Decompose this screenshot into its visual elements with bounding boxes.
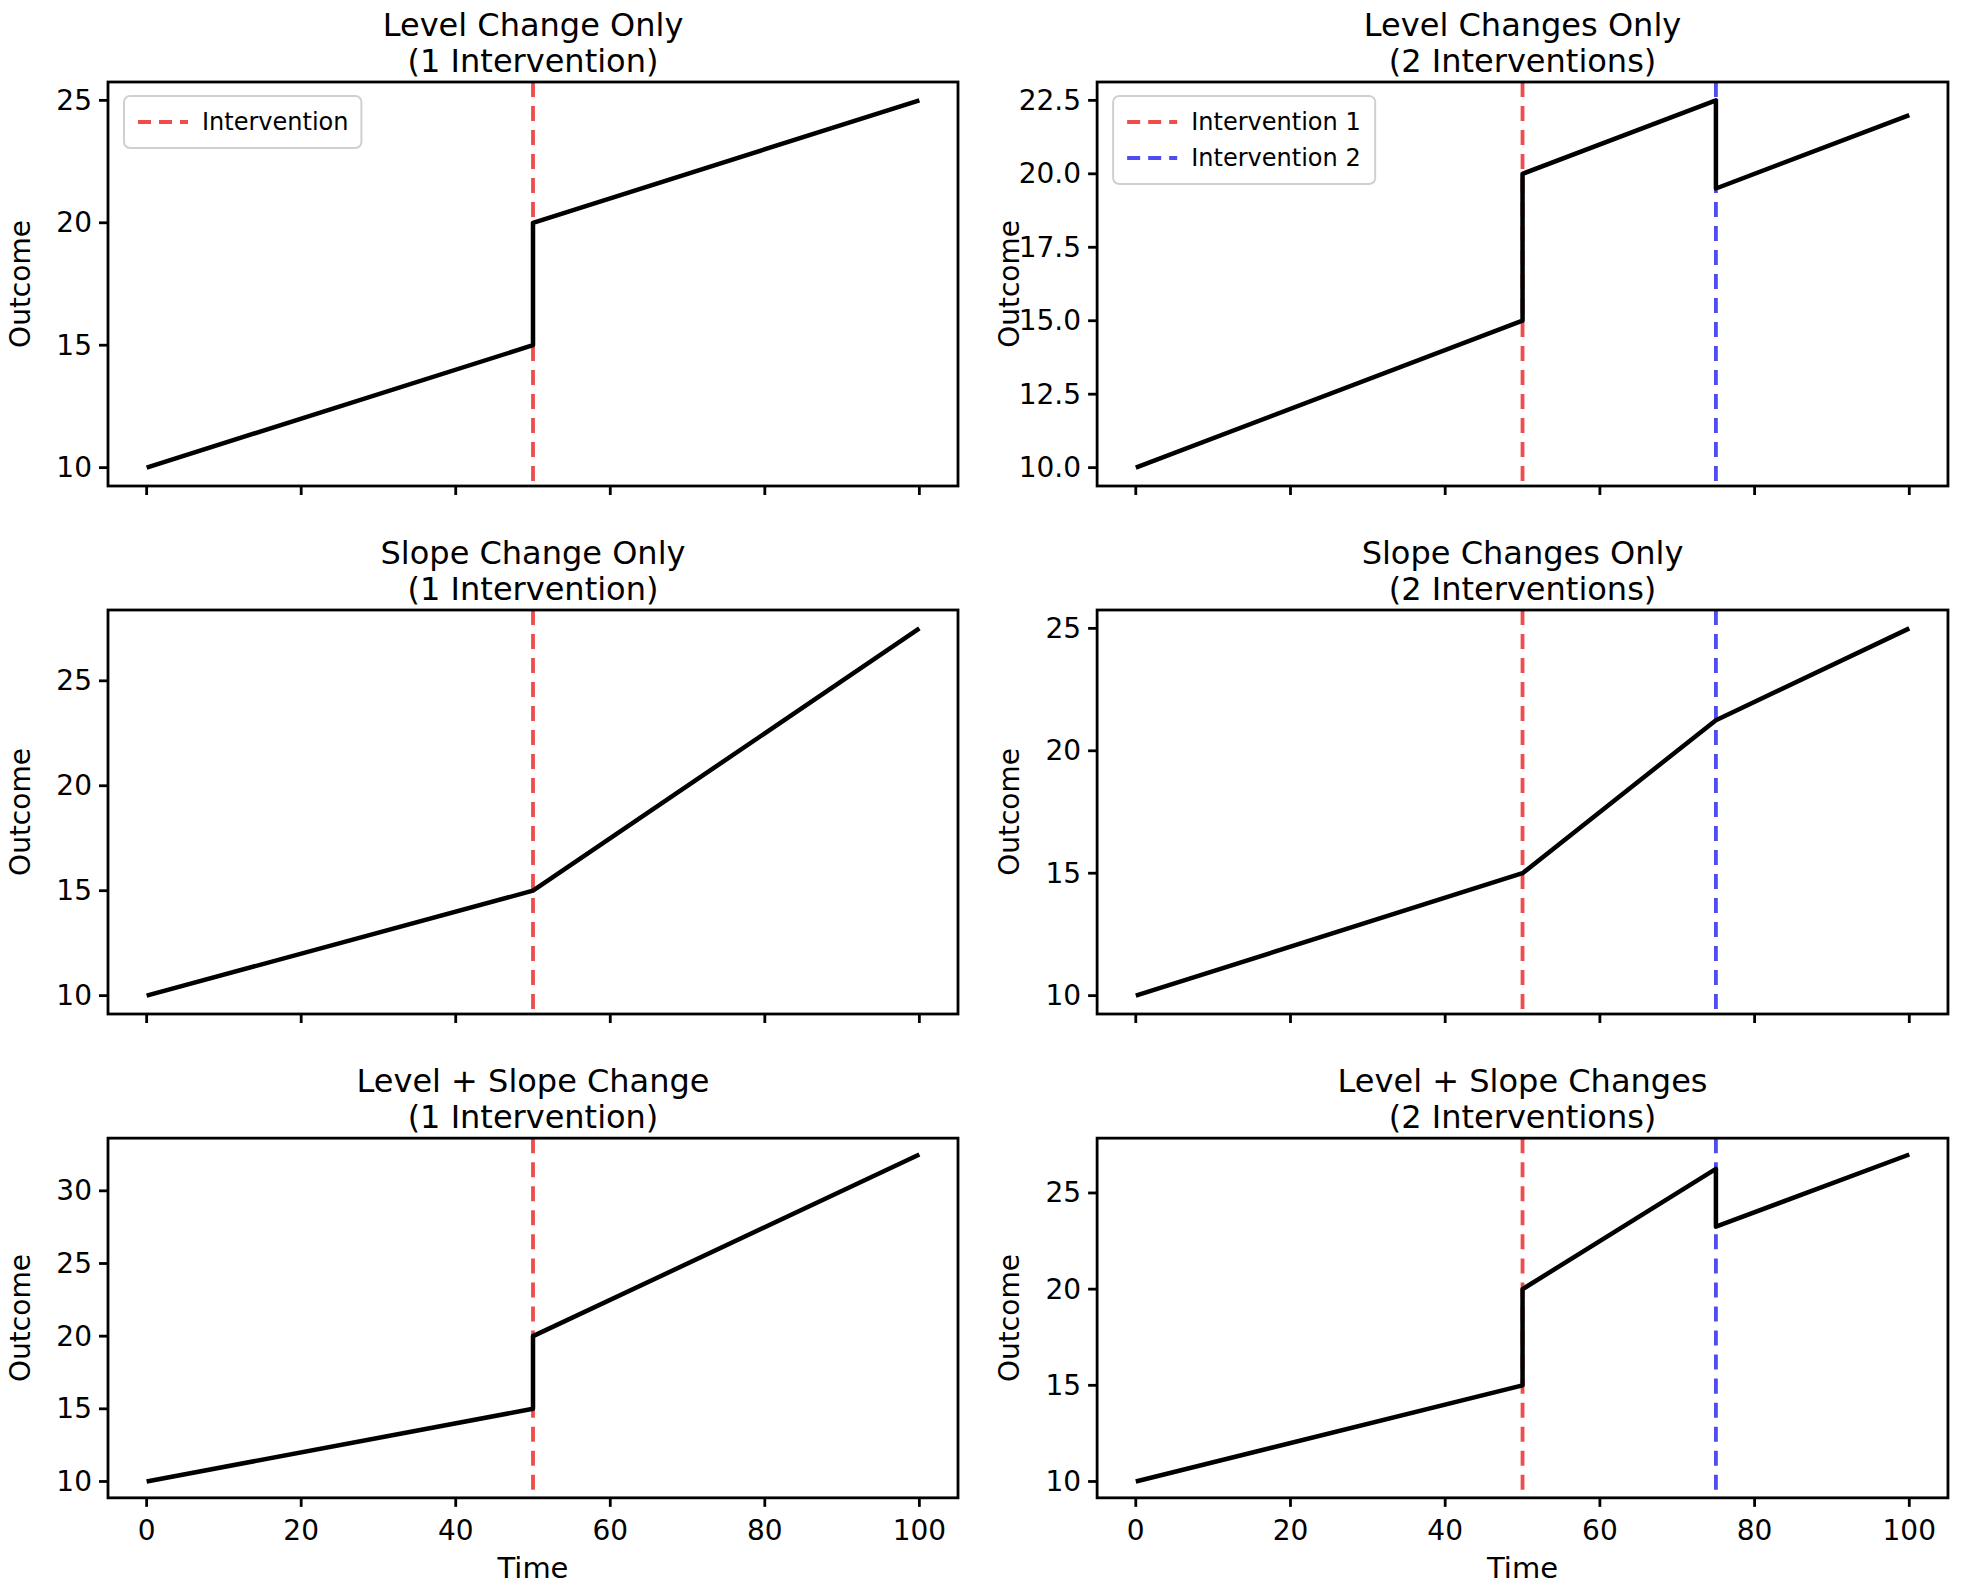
y-tick-label: 30 bbox=[56, 1174, 92, 1207]
legend-label: Intervention 1 bbox=[1191, 108, 1360, 136]
chart-title-line2: (2 Interventions) bbox=[1389, 1098, 1657, 1136]
y-tick-label: 25 bbox=[56, 84, 92, 117]
chart-title-line2: (2 Interventions) bbox=[1389, 42, 1657, 80]
y-tick-label: 25 bbox=[56, 1247, 92, 1280]
chart-svg-level-plus-slope-changes-2-interventions: Level + Slope Changes(2 Interventions) 10… bbox=[989, 1056, 1979, 1585]
chart-title-line2: (1 Intervention) bbox=[408, 42, 659, 80]
y-tick-label: 25 bbox=[56, 664, 92, 697]
y-tick-label: 20.0 bbox=[1019, 157, 1081, 190]
y-axis-label: Outcome bbox=[993, 220, 1026, 348]
y-tick-label: 10 bbox=[56, 979, 92, 1012]
y-tick-label: 25 bbox=[1045, 1176, 1081, 1209]
y-tick-label: 17.5 bbox=[1019, 231, 1081, 264]
chart-title-line1: Level + Slope Change bbox=[357, 1062, 710, 1100]
x-tick-label: 100 bbox=[1883, 1514, 1936, 1547]
chart-title-line1: Slope Changes Only bbox=[1362, 534, 1684, 572]
chart-title-line1: Level Changes Only bbox=[1364, 6, 1681, 44]
y-tick-label: 20 bbox=[56, 769, 92, 802]
subplot-level-slope-changes-2: Level + Slope Changes(2 Interventions) 10… bbox=[989, 1056, 1979, 1585]
y-tick-label: 20 bbox=[1045, 734, 1081, 767]
y-tick-label: 22.5 bbox=[1019, 84, 1081, 117]
chart-svg-slope-changes-2-interventions: Slope Changes Only(2 Interventions) 10 15 2… bbox=[989, 528, 1979, 1056]
y-tick-label: 15.0 bbox=[1019, 304, 1081, 337]
y-tick-label: 12.5 bbox=[1019, 378, 1081, 411]
y-axis-label: Outcome bbox=[4, 1254, 37, 1382]
chart-svg-level-change-1-intervention: Level Change Only(1 Intervention) 10 15 20 2… bbox=[0, 0, 989, 528]
x-tick-label: 20 bbox=[1273, 1514, 1309, 1547]
y-tick-label: 10 bbox=[56, 1465, 92, 1498]
chart-title-line2: (2 Interventions) bbox=[1389, 570, 1657, 608]
x-tick-label: 0 bbox=[138, 1514, 156, 1547]
subplot-slope-change-1: Slope Change Only(1 Intervention) 10 15 20 2… bbox=[0, 528, 989, 1056]
chart-title-line2: (1 Intervention) bbox=[408, 1098, 659, 1136]
y-tick-label: 15 bbox=[56, 1392, 92, 1425]
legend-label: Intervention bbox=[202, 108, 348, 136]
x-tick-label: 20 bbox=[283, 1514, 319, 1547]
x-tick-label: 80 bbox=[747, 1514, 783, 1547]
x-tick-label: 40 bbox=[438, 1514, 474, 1547]
chart-title-line2: (1 Intervention) bbox=[408, 570, 659, 608]
chart-svg-slope-change-1-intervention: Slope Change Only(1 Intervention) 10 15 20 2… bbox=[0, 528, 989, 1056]
chart-svg-level-changes-2-interventions: Level Changes Only(2 Interventions) 10.0 1… bbox=[989, 0, 1979, 528]
y-axis-label: Outcome bbox=[993, 748, 1026, 876]
y-axis-label: Outcome bbox=[4, 220, 37, 348]
figure-interrupted-time-series: Level Change Only(1 Intervention)1015202… bbox=[0, 0, 1979, 1585]
subplot-level-change-1: Level Change Only(1 Intervention) 10 15 20 2… bbox=[0, 0, 989, 528]
chart-title-line1: Level Change Only bbox=[383, 6, 684, 44]
y-tick-label: 10 bbox=[1045, 979, 1081, 1012]
y-tick-label: 15 bbox=[56, 329, 92, 362]
y-tick-label: 25 bbox=[1045, 612, 1081, 645]
y-tick-label: 10 bbox=[56, 451, 92, 484]
x-tick-label: 100 bbox=[893, 1514, 946, 1547]
legend-label: Intervention 2 bbox=[1191, 144, 1360, 172]
y-tick-label: 20 bbox=[56, 1320, 92, 1353]
x-tick-label: 40 bbox=[1427, 1514, 1463, 1547]
chart-svg-level-plus-slope-change-1-intervention: Level + Slope Change(1 Intervention) 10 15… bbox=[0, 1056, 989, 1585]
subplot-level-slope-change-1: Level + Slope Change(1 Intervention) 10 15… bbox=[0, 1056, 989, 1585]
y-axis-label: Outcome bbox=[993, 1254, 1026, 1382]
x-tick-label: 60 bbox=[1582, 1514, 1618, 1547]
legend: Intervention bbox=[124, 96, 361, 148]
x-tick-label: 60 bbox=[592, 1514, 628, 1547]
y-tick-label: 10.0 bbox=[1019, 451, 1081, 484]
y-axis-label: Outcome bbox=[4, 748, 37, 876]
x-tick-label: 0 bbox=[1127, 1514, 1145, 1547]
y-tick-label: 20 bbox=[56, 206, 92, 239]
subplot-level-changes-2: Level Changes Only(2 Interventions) 10.0 1… bbox=[989, 0, 1979, 528]
y-tick-label: 15 bbox=[1045, 857, 1081, 890]
y-tick-label: 20 bbox=[1045, 1273, 1081, 1306]
x-tick-label: 80 bbox=[1737, 1514, 1773, 1547]
y-tick-label: 15 bbox=[56, 874, 92, 907]
subplot-slope-changes-2: Slope Changes Only(2 Interventions) 10 15 2… bbox=[989, 528, 1979, 1056]
x-axis-label: Time bbox=[497, 1551, 569, 1585]
legend: Intervention 1 Intervention 2 bbox=[1113, 96, 1375, 184]
chart-title-line1: Level + Slope Changes bbox=[1338, 1062, 1708, 1100]
chart-title-line1: Slope Change Only bbox=[381, 534, 686, 572]
y-tick-label: 10 bbox=[1045, 1465, 1081, 1498]
y-tick-label: 15 bbox=[1045, 1369, 1081, 1402]
x-axis-label: Time bbox=[1486, 1551, 1558, 1585]
